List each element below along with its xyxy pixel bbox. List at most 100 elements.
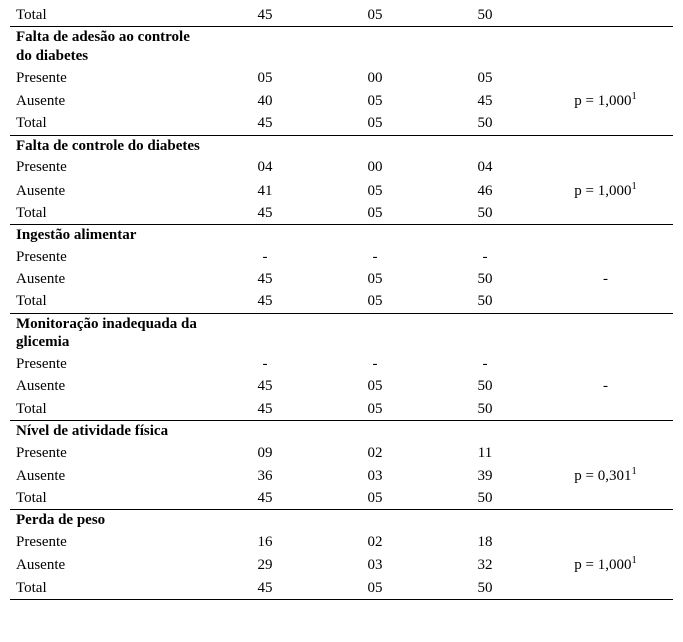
p-value: - [540, 268, 673, 290]
cell-empty [540, 156, 673, 178]
p-value-text: - [603, 271, 608, 287]
section-title: Falta de adesão ao controle do diabetes [10, 27, 210, 67]
cell-empty [540, 290, 673, 313]
table-row: Ausente450550- [10, 268, 673, 290]
section-title: Falta de controle do diabetes [10, 135, 210, 156]
cell-value: 05 [320, 89, 430, 112]
cell-value: 50 [430, 398, 540, 421]
table-row: Total450550 [10, 202, 673, 225]
cell-value: 05 [320, 398, 430, 421]
cell-value: - [430, 246, 540, 268]
table-row: Ausente410546p = 1,0001 [10, 179, 673, 202]
cell-value: 50 [430, 375, 540, 397]
section-header: Falta de adesão ao controle do diabetes [10, 27, 673, 67]
table-row: Total450550 [10, 290, 673, 313]
p-value: p = 1,0001 [540, 179, 673, 202]
p-value-text: p = 1,000 [574, 183, 631, 199]
cell-value: 45 [210, 290, 320, 313]
table-row: Total450550 [10, 112, 673, 135]
cell-value: 45 [210, 398, 320, 421]
cell-empty [430, 27, 540, 67]
table-row: Ausente290332p = 1,0001 [10, 553, 673, 576]
cell-empty [540, 67, 673, 89]
cell-value: 36 [210, 464, 320, 487]
row-label: Total [10, 112, 210, 135]
cell-value: 05 [320, 4, 430, 27]
row-label: Ausente [10, 89, 210, 112]
row-label: Total [10, 577, 210, 600]
row-label: Presente [10, 156, 210, 178]
cell-empty [540, 353, 673, 375]
cell-value: 32 [430, 553, 540, 576]
section-title: Monitoração inadequada da glicemia [10, 313, 210, 353]
cell-value: 45 [210, 487, 320, 510]
cell-empty [540, 510, 673, 531]
table-row: Ausente400545p = 1,0001 [10, 89, 673, 112]
cell-value: 50 [430, 202, 540, 225]
p-value-text: p = 0,301 [574, 468, 631, 484]
row-label: Ausente [10, 464, 210, 487]
cell-empty [430, 135, 540, 156]
row-label: Ausente [10, 375, 210, 397]
p-value: p = 1,0001 [540, 553, 673, 576]
cell-value: 50 [430, 577, 540, 600]
cell-value: 05 [320, 577, 430, 600]
cell-empty [210, 27, 320, 67]
row-label: Presente [10, 246, 210, 268]
cell-value: 05 [320, 268, 430, 290]
cell-empty [320, 225, 430, 246]
table-row: Total450550 [10, 4, 673, 27]
cell-value: 02 [320, 442, 430, 464]
cell-value: 45 [210, 202, 320, 225]
cell-empty [430, 313, 540, 353]
cell-value: 11 [430, 442, 540, 464]
cell-empty [540, 313, 673, 353]
p-value [540, 4, 673, 27]
cell-empty [320, 420, 430, 441]
cell-empty [430, 420, 540, 441]
cell-value: 02 [320, 531, 430, 553]
row-label: Ausente [10, 553, 210, 576]
table-row: Presente090211 [10, 442, 673, 464]
cell-value: 41 [210, 179, 320, 202]
p-value: p = 0,3011 [540, 464, 673, 487]
cell-value: 16 [210, 531, 320, 553]
row-label: Ausente [10, 179, 210, 202]
table-row: Ausente450550- [10, 375, 673, 397]
cell-value: 05 [210, 67, 320, 89]
cell-value: 05 [320, 179, 430, 202]
section-header: Monitoração inadequada da glicemia [10, 313, 673, 353]
table-row: Presente--- [10, 353, 673, 375]
cell-value: 18 [430, 531, 540, 553]
table-row: Ausente360339p = 0,3011 [10, 464, 673, 487]
cell-value: 45 [430, 89, 540, 112]
table-container: Total450550Falta de adesão ao controle d… [0, 0, 683, 610]
section-header: Perda de peso [10, 510, 673, 531]
table-row: Presente040004 [10, 156, 673, 178]
cell-value: 45 [210, 268, 320, 290]
p-value: - [540, 375, 673, 397]
p-value-text: p = 1,000 [574, 557, 631, 573]
row-label: Total [10, 202, 210, 225]
cell-value: 50 [430, 112, 540, 135]
cell-empty [540, 202, 673, 225]
cell-value: - [320, 246, 430, 268]
row-label: Total [10, 398, 210, 421]
cell-empty [320, 313, 430, 353]
cell-value: 50 [430, 4, 540, 27]
cell-empty [540, 27, 673, 67]
cell-value: - [320, 353, 430, 375]
cell-value: 45 [210, 4, 320, 27]
data-table: Total450550Falta de adesão ao controle d… [10, 4, 673, 600]
section-title: Nível de atividade física [10, 420, 210, 441]
cell-empty [320, 27, 430, 67]
cell-empty [430, 225, 540, 246]
section-header: Nível de atividade física [10, 420, 673, 441]
cell-empty [540, 225, 673, 246]
cell-value: - [430, 353, 540, 375]
cell-value: 05 [430, 67, 540, 89]
row-label: Total [10, 487, 210, 510]
cell-value: 00 [320, 67, 430, 89]
p-value-sup: 1 [631, 466, 636, 477]
cell-value: 40 [210, 89, 320, 112]
